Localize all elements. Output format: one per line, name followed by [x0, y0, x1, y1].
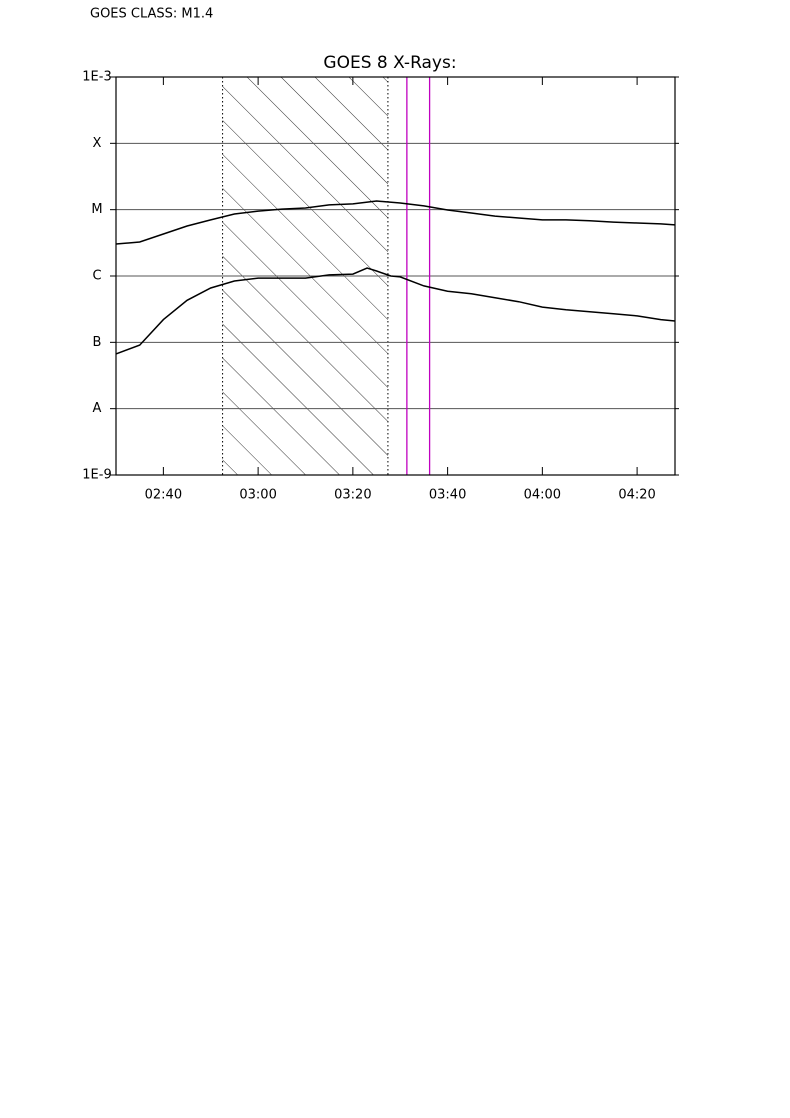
- x-tick-label: 03:40: [429, 488, 466, 503]
- y-tick-label: 1E-3: [82, 70, 111, 85]
- y-tick-label: M: [91, 202, 102, 217]
- x-tick-label: 03:00: [239, 488, 276, 503]
- y-tick-label: C: [92, 269, 101, 284]
- x-tick-label: 02:40: [145, 488, 182, 503]
- goes-class: GOES CLASS: M1.4: [90, 7, 213, 22]
- y-tick-label: B: [93, 335, 102, 350]
- y-tick-label: A: [93, 401, 102, 416]
- x-tick-label: 03:20: [334, 488, 371, 503]
- y-tick-label: 1E-9: [82, 468, 111, 483]
- chart-title: GOES 8 X-Rays:: [323, 53, 456, 73]
- plot-frame: [115, 76, 676, 476]
- x-tick-label: 04:00: [524, 488, 561, 503]
- y-tick-label: X: [93, 136, 102, 151]
- x-tick-label: 04:20: [618, 488, 655, 503]
- series-line: [115, 200, 676, 245]
- series-line: [115, 267, 676, 355]
